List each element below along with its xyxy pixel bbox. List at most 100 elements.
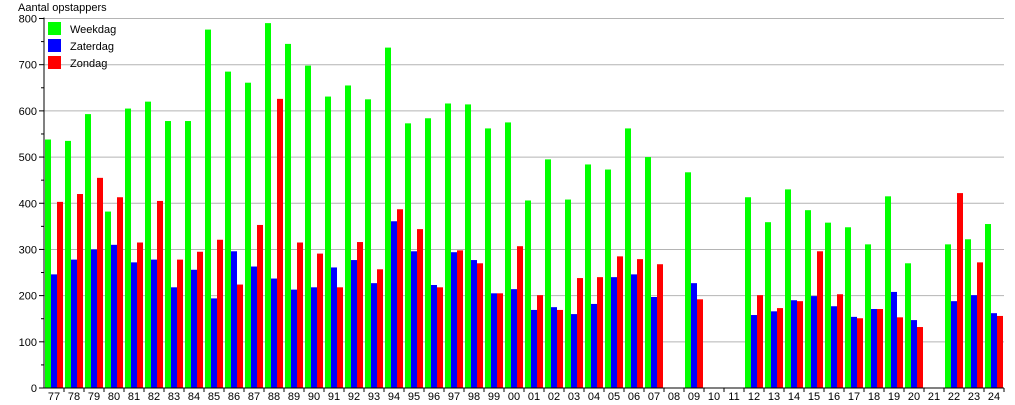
bar-zondag-91 — [337, 287, 343, 388]
x-tick-label: 98 — [468, 391, 480, 400]
x-tick-label: 89 — [288, 391, 300, 400]
x-tick-label: 85 — [208, 391, 220, 400]
bar-zondag-23 — [977, 262, 983, 388]
bar-zaterdag-90 — [311, 287, 317, 388]
legend-swatch-weekdag — [48, 22, 61, 35]
bar-zondag-86 — [237, 284, 243, 388]
bar-weekdag-20 — [905, 263, 911, 388]
bar-weekdag-01 — [525, 200, 531, 388]
bar-weekdag-92 — [345, 85, 351, 389]
gridlines — [44, 18, 1004, 343]
bars — [45, 23, 1003, 389]
bar-zaterdag-06 — [631, 274, 637, 388]
bar-weekdag-83 — [165, 121, 171, 388]
bar-zaterdag-87 — [251, 266, 257, 388]
bar-zaterdag-14 — [791, 300, 797, 388]
bar-zondag-84 — [197, 251, 203, 388]
legend: Weekdag Zaterdag Zondag — [48, 22, 116, 70]
bar-weekdag-90 — [305, 65, 311, 388]
bar-weekdag-22 — [945, 244, 951, 388]
x-tick-label: 20 — [908, 391, 920, 400]
bar-weekdag-12 — [745, 197, 751, 388]
x-tick-label: 10 — [708, 391, 720, 400]
bar-zondag-90 — [317, 253, 323, 388]
bar-zondag-03 — [577, 278, 583, 388]
bar-zaterdag-94 — [391, 221, 397, 388]
x-tick-label: 95 — [408, 391, 420, 400]
x-tick-label: 82 — [148, 391, 160, 400]
bar-zaterdag-97 — [451, 252, 457, 388]
bar-weekdag-79 — [85, 114, 91, 388]
bar-zondag-89 — [297, 242, 303, 388]
bar-weekdag-80 — [105, 211, 111, 388]
bar-weekdag-94 — [385, 47, 391, 389]
y-axis-label: Aantal opstappers — [18, 2, 107, 14]
x-tick-label: 07 — [648, 391, 660, 400]
x-tick-label: 92 — [348, 391, 360, 400]
bar-zaterdag-02 — [551, 307, 557, 388]
bar-zaterdag-92 — [351, 260, 357, 388]
x-tick-label: 88 — [268, 391, 280, 400]
bar-zondag-83 — [177, 259, 183, 388]
bar-weekdag-24 — [985, 224, 991, 388]
bar-zondag-97 — [457, 250, 463, 388]
bar-zaterdag-05 — [611, 277, 617, 388]
bar-weekdag-96 — [425, 118, 431, 388]
bar-weekdag-88 — [265, 23, 271, 389]
bar-zondag-18 — [877, 309, 883, 388]
x-tick-label: 15 — [808, 391, 820, 400]
x-tick-label: 94 — [388, 391, 400, 400]
x-tick-label: 08 — [668, 391, 680, 400]
bar-zaterdag-04 — [591, 303, 597, 388]
x-tick-label: 78 — [68, 391, 80, 400]
bar-zondag-77 — [57, 201, 63, 388]
y-tick-label: 0 — [31, 383, 37, 395]
bar-zaterdag-96 — [431, 285, 437, 388]
x-tick-label: 83 — [168, 391, 180, 400]
y-tick-label: 400 — [19, 198, 37, 210]
bar-zaterdag-23 — [971, 295, 977, 388]
bar-weekdag-00 — [505, 122, 511, 388]
x-tick-label: 09 — [688, 391, 700, 400]
x-tick-label: 22 — [948, 391, 960, 400]
bar-zaterdag-09 — [691, 283, 697, 388]
bar-zaterdag-15 — [811, 296, 817, 388]
bar-weekdag-89 — [285, 43, 291, 388]
bar-zondag-98 — [477, 263, 483, 388]
x-tick-label: 79 — [88, 391, 100, 400]
bar-weekdag-95 — [405, 123, 411, 388]
y-tick-label: 300 — [19, 244, 37, 256]
bar-zondag-05 — [617, 256, 623, 388]
y-tick-label: 600 — [19, 106, 37, 118]
bar-weekdag-03 — [565, 199, 571, 388]
bar-weekdag-07 — [645, 157, 651, 388]
y-tick-label: 500 — [19, 152, 37, 164]
bar-zaterdag-85 — [211, 298, 217, 388]
bar-weekdag-05 — [605, 169, 611, 388]
bar-zondag-16 — [837, 294, 843, 388]
bar-zaterdag-13 — [771, 311, 777, 388]
bar-zondag-92 — [357, 242, 363, 388]
x-tick-label: 90 — [308, 391, 320, 400]
bar-weekdag-97 — [445, 103, 451, 389]
x-tick-label: 13 — [768, 391, 780, 400]
bar-zaterdag-17 — [851, 316, 857, 388]
x-tick-label: 12 — [748, 391, 760, 400]
bar-zaterdag-18 — [871, 309, 877, 388]
x-tick-label: 86 — [228, 391, 240, 400]
bar-weekdag-77 — [45, 139, 51, 388]
bar-weekdag-82 — [145, 101, 151, 388]
bar-weekdag-86 — [225, 71, 231, 388]
bar-weekdag-16 — [825, 222, 831, 388]
bar-weekdag-99 — [485, 128, 491, 388]
bar-zaterdag-12 — [751, 315, 757, 388]
bar-zaterdag-88 — [271, 278, 277, 388]
x-tick-label: 00 — [508, 391, 520, 400]
bar-zondag-95 — [417, 229, 423, 388]
y-tick-label: 100 — [19, 337, 37, 349]
bar-zondag-06 — [637, 259, 643, 388]
bar-zondag-14 — [797, 301, 803, 388]
x-tick-label: 21 — [928, 391, 940, 400]
legend-swatch-zaterdag — [48, 39, 61, 52]
